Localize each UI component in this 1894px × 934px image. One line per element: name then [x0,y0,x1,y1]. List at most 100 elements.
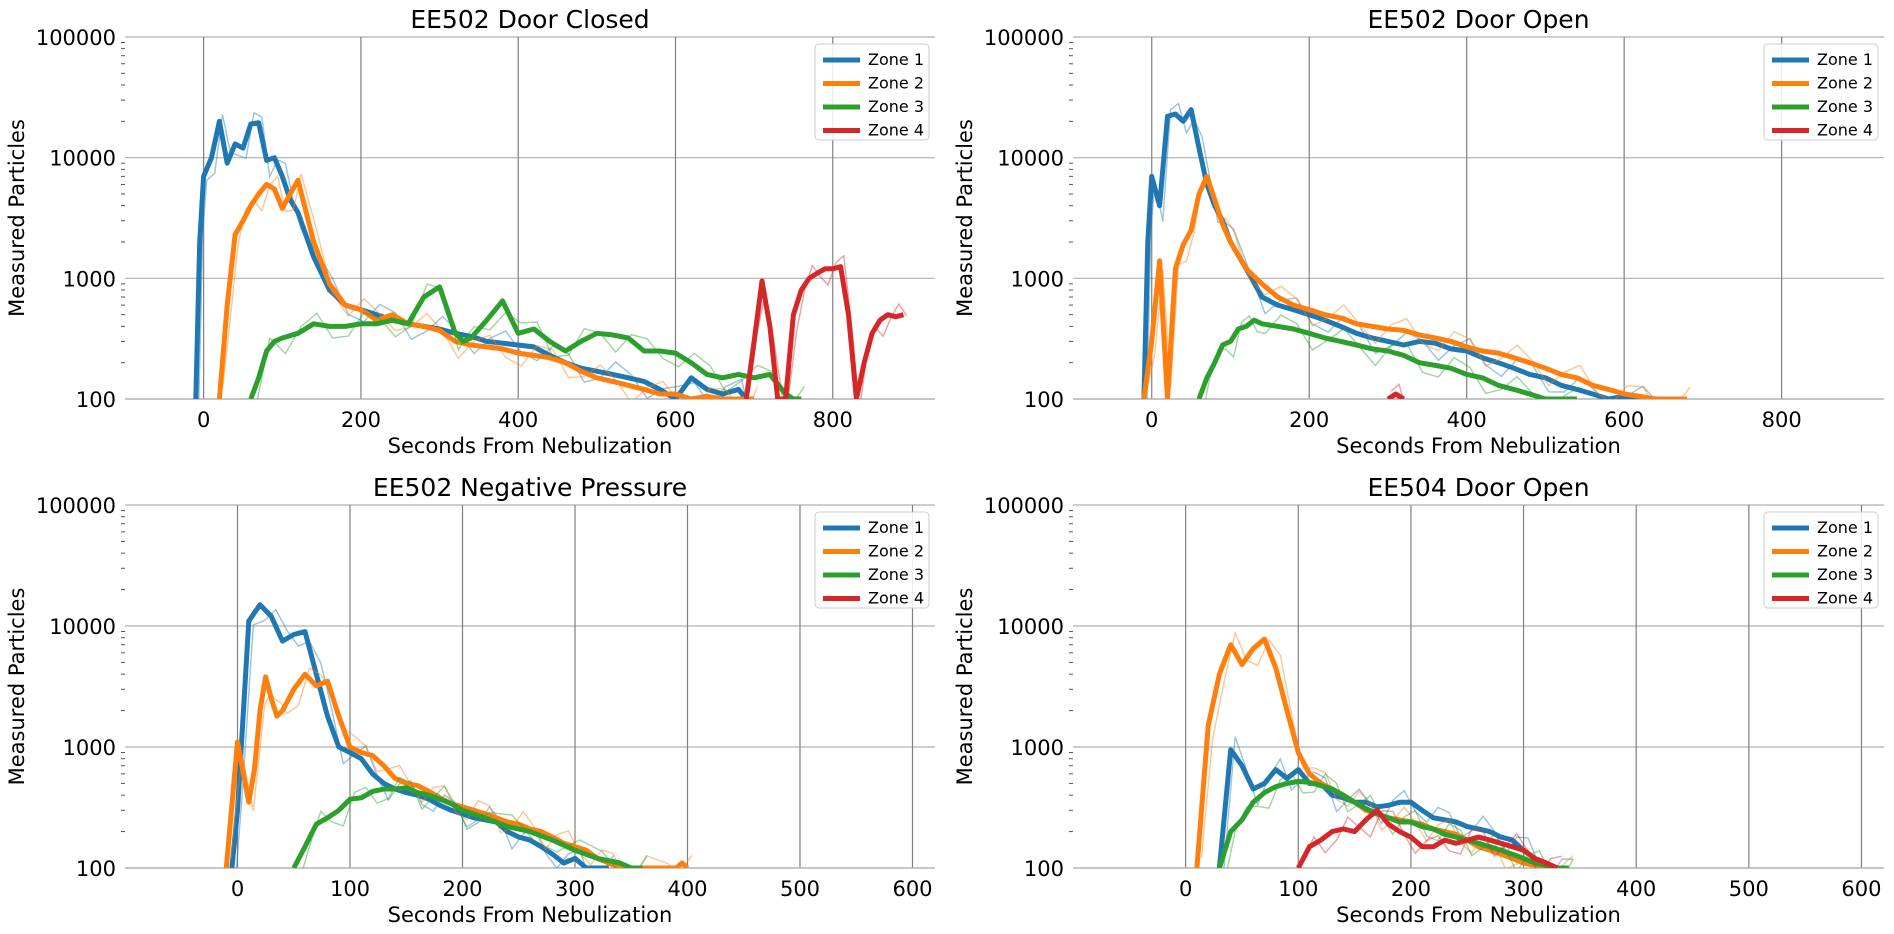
legend: Zone 1 Zone 2 Zone 3 Zone 4 [1763,43,1879,141]
y-tick-label: 100000 [984,494,1064,518]
legend-box [814,511,930,609]
legend-label: Zone 1 [868,518,924,537]
x-axis-label: Seconds From Nebulization [1336,903,1621,927]
x-tick-label: 100 [330,877,370,901]
series-line-zone-4 [1296,807,1559,868]
y-tick-label: 100000 [36,26,116,50]
x-axis-label: Seconds From Nebulization [388,903,673,927]
y-tick-label: 100 [76,857,116,881]
series-line-zone-3 [248,284,802,399]
x-tick-label: 600 [892,877,932,901]
series-line-zone-3 [291,785,643,868]
legend-label: Zone 1 [1817,50,1873,69]
y-tick-label: 10000 [997,615,1064,639]
legend: Zone 1 Zone 2 Zone 3 Zone 4 [1763,511,1879,609]
series-line-zone-2-faint [1146,178,1691,399]
x-tick-label: 400 [498,408,538,432]
y-tick-label: 100 [1024,388,1064,412]
series-line-zone-1-faint [235,608,614,868]
y-tick-label: 10000 [49,615,116,639]
series-line-zone-4-faint [1390,382,1404,399]
x-tick-label: 0 [231,877,244,901]
series-line-zone-1 [1216,747,1569,868]
x-axis-label: Seconds From Nebulization [388,434,673,458]
legend-box [1763,43,1879,141]
x-tick-label: 500 [1729,877,1769,901]
chart-panel-3: 100 1000 10000 100000 0 100 200 300 400 500 600 EE5… [5,473,935,927]
legend: Zone 1 Zone 2 Zone 3 Zone 4 [814,511,930,609]
legend-label: Zone 3 [1817,97,1873,116]
legend-box [1763,511,1879,609]
legend-label: Zone 3 [868,97,924,116]
legend: Zone 1 Zone 2 Zone 3 Zone 4 [814,43,930,141]
y-tick-label: 10000 [49,147,116,171]
y-axis-label: Measured Particles [5,119,29,317]
chart-title: EE502 Door Closed [410,5,649,34]
y-tick-label: 100 [76,388,116,412]
y-tick-label: 100000 [36,494,116,518]
series-line-zone-1 [193,118,749,399]
y-tick-label: 1000 [1011,736,1064,760]
chart-title: EE502 Negative Pressure [373,473,687,502]
x-tick-label: 200 [1289,408,1329,432]
chart-panel-2: 100 1000 10000 100000 0 200 400 600 800 EE502 Doo… [953,5,1884,458]
series-line-zone-2 [1194,636,1569,868]
x-tick-label: 100 [1278,877,1318,901]
x-tick-label: 400 [1616,877,1656,901]
x-tick-label: 600 [655,408,695,432]
y-tick-label: 1000 [1011,267,1064,291]
x-tick-label: 400 [667,877,707,901]
legend-label: Zone 2 [1817,542,1873,561]
x-tick-label: 600 [1604,408,1644,432]
legend-label: Zone 4 [868,589,924,608]
x-tick-label: 200 [442,877,482,901]
chart-title: EE502 Door Open [1367,5,1589,34]
x-tick-label: 800 [813,408,853,432]
chart-panel-4: 100 1000 10000 100000 0 100 200 300 400 500 600 EE5… [953,473,1884,927]
y-tick-label: 100000 [984,26,1064,50]
x-tick-label: 400 [1447,408,1487,432]
chart-panel-1: 100 1000 10000 100000 0 200 400 600 800 EE502 Doo… [5,5,935,458]
series-line-zone-4 [743,264,905,399]
series-line-zone-3-faint [1226,771,1574,868]
legend-label: Zone 2 [868,542,924,561]
series-line-zone-2 [223,671,690,868]
series-line-zone-1-faint [1146,102,1656,399]
x-tick-label: 800 [1762,408,1802,432]
series-line-zone-3-faint [302,776,648,868]
series-line-zone-4-faint [748,254,908,399]
legend-label: Zone 1 [1817,518,1873,537]
series-line-zone-3 [1196,317,1577,399]
x-tick-label: 300 [555,877,595,901]
series-line-zone-4 [1386,391,1406,399]
y-axis-label: Measured Particles [953,119,977,317]
x-tick-label: 200 [1391,877,1431,901]
x-tick-label: 0 [1179,877,1192,901]
legend-box [814,43,930,141]
x-tick-label: 300 [1504,877,1544,901]
series-line-zone-1 [1141,107,1672,399]
series-line-zone-2 [216,177,755,399]
y-tick-label: 1000 [63,736,116,760]
series-line-zone-1 [229,602,609,868]
x-tick-label: 0 [1145,408,1158,432]
series-line-zone-4-faint [1302,810,1563,868]
series-line-zone-1-faint [198,111,748,399]
series-line-zone-3 [1217,778,1569,868]
legend-label: Zone 2 [868,74,924,93]
y-axis-label: Measured Particles [953,588,977,786]
legend-label: Zone 4 [1817,121,1873,140]
legend-label: Zone 1 [868,50,924,69]
chart-title: EE504 Door Open [1367,473,1589,502]
series-line-zone-2 [1141,173,1688,399]
x-tick-label: 600 [1841,877,1881,901]
y-tick-label: 100 [1024,857,1064,881]
x-tick-label: 0 [197,408,210,432]
legend-label: Zone 4 [868,121,924,140]
y-axis-label: Measured Particles [5,588,29,786]
legend-label: Zone 3 [1817,565,1873,584]
legend-label: Zone 2 [1817,74,1873,93]
x-tick-label: 200 [341,408,381,432]
series-line-zone-2-faint [221,174,758,399]
